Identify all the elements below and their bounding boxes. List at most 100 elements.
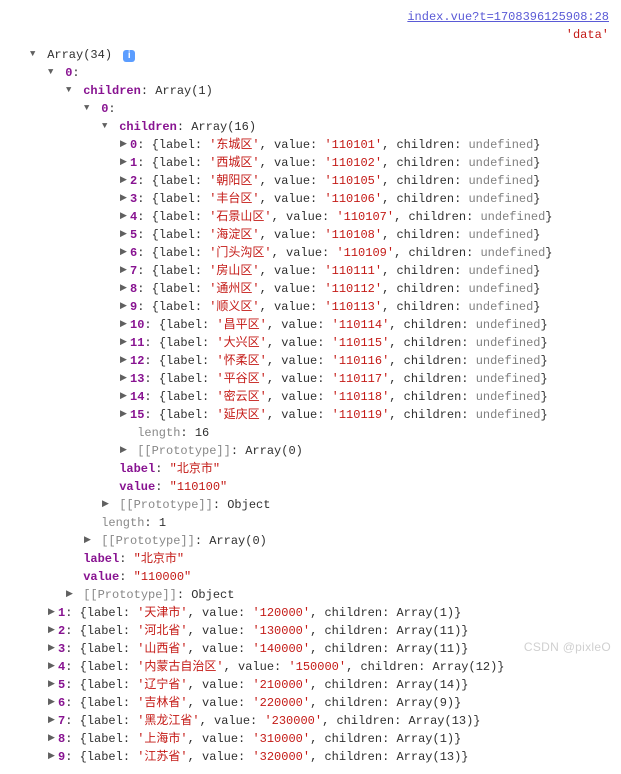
expand-arrow-icon[interactable] — [120, 210, 130, 224]
expand-arrow-icon[interactable] — [120, 372, 130, 386]
district-value: '110107' — [336, 210, 394, 224]
expand-arrow-icon[interactable] — [48, 732, 58, 746]
index-0-0-row[interactable]: 0: — [12, 100, 609, 118]
expand-arrow-icon[interactable] — [48, 660, 58, 674]
district-row[interactable]: 2: {label: '朝阳区', value: '110105', child… — [12, 172, 609, 190]
province-children: Array(1) — [396, 732, 454, 746]
expand-arrow-icon[interactable] — [48, 624, 58, 638]
district-row[interactable]: 1: {label: '西城区', value: '110102', child… — [12, 154, 609, 172]
expand-arrow-icon[interactable] — [120, 336, 130, 350]
expand-arrow-icon[interactable] — [84, 534, 94, 548]
expand-arrow-icon[interactable] — [48, 678, 58, 692]
province-row[interactable]: 2: {label: '河北省', value: '130000', child… — [12, 622, 609, 640]
expand-arrow-icon[interactable] — [120, 264, 130, 278]
prototype-value: Object — [191, 588, 234, 602]
undefined-value: undefined — [468, 192, 533, 206]
district-row[interactable]: 11: {label: '大兴区', value: '110115', chil… — [12, 334, 609, 352]
district-row[interactable]: 0: {label: '东城区', value: '110101', child… — [12, 136, 609, 154]
expand-arrow-icon[interactable] — [120, 318, 130, 332]
province-value: '220000' — [252, 696, 310, 710]
value-value: "110100" — [170, 480, 228, 494]
district-row[interactable]: 3: {label: '丰台区', value: '110106', child… — [12, 190, 609, 208]
province-value: '230000' — [264, 714, 322, 728]
province-row[interactable]: 8: {label: '上海市', value: '310000', child… — [12, 730, 609, 748]
expand-arrow-icon[interactable] — [48, 66, 58, 80]
children-16-row[interactable]: children: Array(16) — [12, 118, 609, 136]
district-value: '110109' — [336, 246, 394, 260]
expand-arrow-icon[interactable] — [120, 444, 130, 458]
prototype-row[interactable]: [[Prototype]]: Array(0) — [12, 442, 609, 460]
expand-arrow-icon[interactable] — [120, 300, 130, 314]
info-icon[interactable]: i — [123, 50, 135, 62]
children-key: children — [119, 120, 177, 134]
expand-arrow-icon[interactable] — [102, 498, 112, 512]
district-label: '海淀区' — [209, 228, 259, 242]
children-key: children — [83, 84, 141, 98]
label-row: label: "北京市" — [12, 550, 609, 568]
expand-arrow-icon[interactable] — [30, 48, 40, 62]
expand-arrow-icon[interactable] — [120, 174, 130, 188]
district-row[interactable]: 12: {label: '怀柔区', value: '110116', chil… — [12, 352, 609, 370]
expand-arrow-icon[interactable] — [48, 714, 58, 728]
root-array-row[interactable]: Array(34) i — [12, 46, 609, 64]
district-row[interactable]: 8: {label: '通州区', value: '110112', child… — [12, 280, 609, 298]
district-row[interactable]: 5: {label: '海淀区', value: '110108', child… — [12, 226, 609, 244]
district-row[interactable]: 10: {label: '昌平区', value: '110114', chil… — [12, 316, 609, 334]
province-label: '江苏省' — [137, 750, 187, 764]
province-row[interactable]: 7: {label: '黑龙江省', value: '230000', chil… — [12, 712, 609, 730]
expand-arrow-icon[interactable] — [120, 228, 130, 242]
province-row[interactable]: 6: {label: '吉林省', value: '220000', child… — [12, 694, 609, 712]
district-value: '110101' — [324, 138, 382, 152]
expand-arrow-icon[interactable] — [48, 642, 58, 656]
district-row[interactable]: 13: {label: '平谷区', value: '110117', chil… — [12, 370, 609, 388]
district-row[interactable]: 14: {label: '密云区', value: '110118', chil… — [12, 388, 609, 406]
prototype-row[interactable]: [[Prototype]]: Array(0) — [12, 532, 609, 550]
prototype-row[interactable]: [[Prototype]]: Object — [12, 496, 609, 514]
expand-arrow-icon[interactable] — [120, 192, 130, 206]
index-key: 8 — [58, 732, 65, 746]
district-row[interactable]: 4: {label: '石景山区', value: '110107', chil… — [12, 208, 609, 226]
province-row[interactable]: 4: {label: '内蒙古自治区', value: '150000', ch… — [12, 658, 609, 676]
prototype-key: [[Prototype]] — [101, 534, 195, 548]
district-row[interactable]: 6: {label: '门头沟区', value: '110109', chil… — [12, 244, 609, 262]
expand-arrow-icon[interactable] — [48, 750, 58, 764]
expand-arrow-icon[interactable] — [120, 156, 130, 170]
children-row[interactable]: children: Array(1) — [12, 82, 609, 100]
expand-arrow-icon[interactable] — [48, 606, 58, 620]
province-row[interactable]: 3: {label: '山西省', value: '140000', child… — [12, 640, 609, 658]
expand-arrow-icon[interactable] — [66, 84, 76, 98]
source-link[interactable]: index.vue?t=1708396125908:28 — [407, 10, 609, 24]
expand-arrow-icon[interactable] — [48, 696, 58, 710]
province-children: Array(9) — [396, 696, 454, 710]
district-value: '110113' — [324, 300, 382, 314]
province-value: '320000' — [252, 750, 310, 764]
expand-arrow-icon[interactable] — [120, 138, 130, 152]
value-key: value — [119, 480, 155, 494]
length-key: length — [137, 426, 180, 440]
district-value: '110108' — [324, 228, 382, 242]
index-0-row[interactable]: 0: — [12, 64, 609, 82]
prototype-row[interactable]: [[Prototype]]: Object — [12, 586, 609, 604]
expand-arrow-icon[interactable] — [120, 282, 130, 296]
expand-arrow-icon[interactable] — [120, 354, 130, 368]
province-row[interactable]: 1: {label: '天津市', value: '120000', child… — [12, 604, 609, 622]
index-key: 7 — [58, 714, 65, 728]
province-label: '黑龙江省' — [137, 714, 199, 728]
expand-arrow-icon[interactable] — [102, 120, 112, 134]
district-row[interactable]: 9: {label: '顺义区', value: '110113', child… — [12, 298, 609, 316]
province-label: '吉林省' — [137, 696, 187, 710]
children-value: Array(1) — [155, 84, 213, 98]
district-row[interactable]: 15: {label: '延庆区', value: '110119', chil… — [12, 406, 609, 424]
district-label: '石景山区' — [209, 210, 271, 224]
expand-arrow-icon[interactable] — [120, 408, 130, 422]
district-row[interactable]: 7: {label: '房山区', value: '110111', child… — [12, 262, 609, 280]
expand-arrow-icon[interactable] — [66, 588, 76, 602]
expand-arrow-icon[interactable] — [120, 246, 130, 260]
expand-arrow-icon[interactable] — [120, 390, 130, 404]
expand-arrow-icon[interactable] — [84, 102, 94, 116]
province-row[interactable]: 5: {label: '辽宁省', value: '210000', child… — [12, 676, 609, 694]
province-row[interactable]: 9: {label: '江苏省', value: '320000', child… — [12, 748, 609, 766]
index-key: 9 — [58, 750, 65, 764]
undefined-value: undefined — [468, 156, 533, 170]
index-key: 11 — [130, 336, 144, 350]
